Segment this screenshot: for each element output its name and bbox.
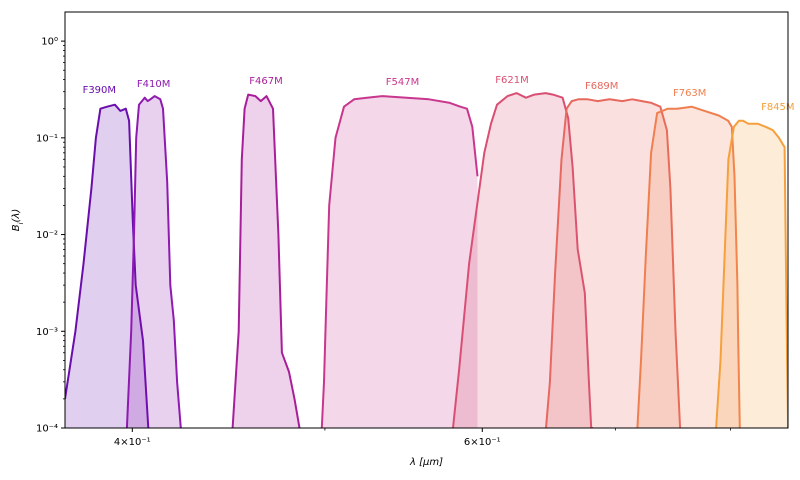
plot-frame	[64, 11, 789, 429]
filter-curve-f390m	[65, 103, 150, 428]
filter-curve-f621m	[452, 92, 594, 428]
filter-label-f621m: F621M	[495, 75, 528, 86]
filter-label-f845m: F845M	[761, 102, 794, 113]
y-tick-label: 10⁻¹	[36, 133, 58, 144]
filter-area-f467m	[232, 94, 300, 428]
filter-labels-layer: F390M F410M F467M F547M F621M F689M F763M F845M	[83, 75, 795, 113]
x-tick-label: 4×10⁻¹	[114, 437, 151, 448]
filter-curve-f467m	[231, 93, 301, 428]
filter-curve-f410m	[125, 95, 182, 428]
filter-label-f689m: F689M	[585, 81, 618, 92]
filter-label-f467m: F467M	[249, 76, 282, 87]
filter-area-f845m	[716, 120, 788, 428]
filter-area-f621m	[453, 93, 594, 428]
series-layer	[65, 92, 788, 428]
filter-label-f390m: F390M	[83, 85, 116, 96]
filter-area-f689m	[546, 99, 681, 428]
filter-label-f547m: F547M	[386, 77, 419, 88]
y-tick-label: 10⁻³	[36, 327, 58, 338]
filter-curve-f689m	[545, 98, 682, 428]
y-tick-label: 10⁰	[41, 37, 58, 48]
filter-area-f410m	[126, 96, 181, 428]
filter-curve-f547m	[320, 95, 479, 428]
y-tick-label: 10⁻⁴	[36, 424, 58, 435]
filter-area-f763m	[637, 106, 740, 428]
y-tick-label: 10⁻²	[36, 230, 58, 241]
filter-curve-f845m	[715, 119, 788, 428]
filter-area-f390m	[65, 104, 149, 428]
filter-label-f763m: F763M	[673, 88, 706, 99]
y-axis-label: Bi(λ)	[11, 209, 25, 232]
x-tick-label: 6×10⁻¹	[464, 437, 501, 448]
filter-label-f410m: F410M	[137, 79, 170, 90]
filter-curve-f763m	[636, 105, 741, 428]
filter-area-f547m	[321, 96, 478, 428]
ticks-layer: 10⁻⁴ 10⁻³ 10⁻² 10⁻¹ 10⁰ 4×10⁻¹ 6×10⁻¹	[36, 37, 732, 448]
x-axis-label: λ [μm]	[409, 457, 443, 468]
